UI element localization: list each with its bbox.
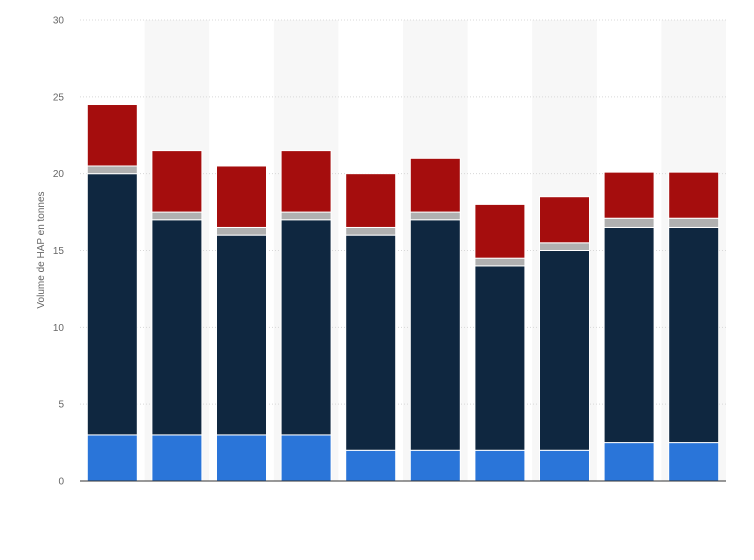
y-tick-label: 15 bbox=[53, 246, 65, 257]
bar-segment bbox=[151, 150, 203, 213]
bar-segment bbox=[474, 449, 526, 482]
bar-stack bbox=[280, 150, 332, 482]
y-tick-label: 5 bbox=[58, 400, 64, 411]
bar-segment bbox=[280, 434, 332, 482]
bar-segment bbox=[603, 171, 655, 219]
bar-segment bbox=[409, 449, 461, 482]
bar-segment bbox=[216, 434, 267, 482]
y-axis-label: Volume de HAP en tonnes bbox=[36, 191, 47, 308]
bar-stack bbox=[86, 104, 138, 482]
bar-segment bbox=[603, 217, 655, 228]
y-tick-label: 30 bbox=[53, 16, 65, 27]
bar-stack bbox=[668, 171, 720, 482]
bar-stack bbox=[409, 157, 461, 482]
bar-segment bbox=[345, 449, 397, 482]
bar-stack bbox=[151, 150, 203, 482]
bar-segment bbox=[86, 104, 138, 167]
bar-segment bbox=[474, 265, 526, 451]
bar-segment bbox=[86, 173, 138, 436]
bar-segment bbox=[539, 250, 590, 451]
bar-segment bbox=[345, 234, 397, 451]
bar-segment bbox=[345, 173, 397, 228]
bar-segment bbox=[280, 219, 332, 436]
bar-stack bbox=[216, 165, 267, 482]
bar-segment bbox=[86, 165, 138, 175]
bar-segment bbox=[474, 257, 526, 267]
bar-segment bbox=[409, 211, 461, 221]
bar-segment bbox=[280, 211, 332, 221]
y-axis-ticks: 0 5 10 15 20 25 30 bbox=[53, 16, 65, 488]
y-tick-label: 20 bbox=[53, 169, 65, 180]
bar-segment bbox=[539, 242, 590, 251]
bar-segment bbox=[668, 226, 720, 444]
bar-segment bbox=[216, 226, 267, 236]
y-tick-label: 10 bbox=[53, 323, 65, 334]
bar-segment bbox=[409, 157, 461, 213]
bar-segment bbox=[668, 442, 720, 482]
bar-segment bbox=[539, 196, 590, 244]
bar-segment bbox=[151, 434, 203, 482]
bars bbox=[86, 104, 720, 482]
y-tick-label: 25 bbox=[53, 92, 65, 103]
bar-segment bbox=[151, 219, 203, 436]
bar-stack bbox=[474, 203, 526, 482]
bar-stack bbox=[539, 196, 590, 482]
bar-segment bbox=[474, 203, 526, 259]
bar-segment bbox=[539, 449, 590, 482]
bar-segment bbox=[86, 434, 138, 482]
bar-segment bbox=[603, 442, 655, 482]
y-tick-label: 0 bbox=[58, 477, 64, 488]
bar-stack bbox=[603, 171, 655, 482]
bar-segment bbox=[668, 217, 720, 228]
bar-segment bbox=[151, 211, 203, 221]
bar-segment bbox=[216, 234, 267, 436]
bar-segment bbox=[280, 150, 332, 213]
bar-segment bbox=[409, 219, 461, 451]
bar-segment bbox=[668, 171, 720, 219]
bar-segment bbox=[345, 226, 397, 236]
bar-segment bbox=[216, 165, 267, 228]
bar-stack bbox=[345, 173, 397, 482]
bar-segment bbox=[603, 226, 655, 444]
